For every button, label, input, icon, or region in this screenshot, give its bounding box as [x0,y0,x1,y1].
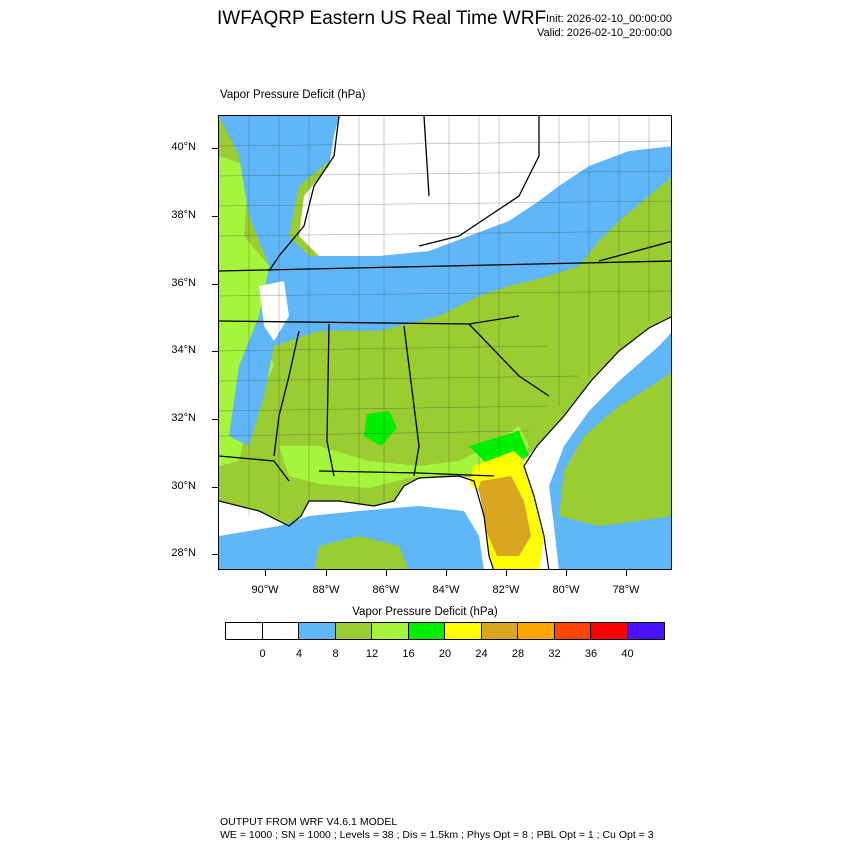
colorbar-tick-label: 20 [438,648,452,660]
map-title: Vapor Pressure Deficit (hPa) [220,89,366,101]
vpd-map-svg [219,116,671,569]
lon-tick [566,570,567,576]
figure-title: IWFAQRP Eastern US Real Time WRF [217,8,547,29]
colorbar-swatch [299,623,336,639]
colorbar-tick-label: 28 [511,648,525,660]
colorbar-tick-label: 4 [295,648,303,660]
lat-label-28n: 28°N [171,547,196,559]
colorbar-swatch [554,623,591,639]
lon-tick [386,570,387,576]
colorbar-title: Vapor Pressure Deficit (hPa) [352,606,498,618]
model-info-footer: OUTPUT FROM WRF V4.6.1 MODEL WE = 1000 ;… [220,816,654,842]
lon-label-90w: 90°W [251,584,279,596]
lon-tick [506,570,507,576]
lat-tick [212,284,218,285]
lat-tick [212,148,218,149]
colorbar-tick-label: 40 [621,648,634,660]
colorbar-tick-label: 8 [332,648,339,660]
lon-label-80w: 80°W [552,584,580,596]
colorbar-swatch [591,623,628,639]
lat-tick [212,554,218,555]
colorbar-swatch [627,623,664,639]
valid-time: Valid: 2026-02-10_20:00:00 [537,27,672,39]
gulf-blue-shade [219,506,484,569]
lon-tick [265,570,266,576]
land-lime-south [279,426,529,488]
colorbar-swatch [262,623,299,639]
coastline [219,316,671,569]
lon-label-78w: 78°W [612,584,640,596]
init-valid-times: Init: 2026-02-10_00:00:00 Valid: 2026-02… [537,12,672,40]
lat-label-34n: 34°N [171,344,196,356]
colorbar-swatch [445,623,482,639]
florida-gold [474,476,531,556]
lon-label-86w: 86°W [372,584,400,596]
atlantic-olive-shade [559,372,671,526]
lat-label-36n: 36°N [171,277,196,289]
lat-label-32n: 32°N [171,412,196,424]
lat-tick [212,351,218,352]
land-white-north [299,116,671,256]
lon-tick [326,570,327,576]
colorbar-swatch [518,623,555,639]
lat-label-40n: 40°N [171,141,196,153]
land-white-tennessee [259,281,289,341]
model-info-line1: OUTPUT FROM WRF V4.6.1 MODEL [220,816,398,828]
land-blue-band [219,116,671,446]
colorbar-tick-label: 0 [259,648,266,660]
gulf-olive-shade [314,536,409,569]
lat-tick [212,216,218,217]
colorbar-tick-label: 24 [475,648,488,660]
lon-label-82w: 82°W [492,584,520,596]
land-green-alabama [364,411,397,446]
lon-label-84w: 84°W [432,584,460,596]
colorbar-swatch [481,623,518,639]
lat-label-38n: 38°N [171,209,196,221]
init-time: Init: 2026-02-10_00:00:00 [546,13,672,25]
colorbar-tick-label: 16 [402,648,415,660]
lon-tick [446,570,447,576]
colorbar-swatch [372,623,409,639]
colorbar-swatch [335,623,372,639]
county-borders [219,116,671,516]
lat-tick [212,487,218,488]
colorbar [225,622,665,640]
model-info-line2: WE = 1000 ; SN = 1000 ; Levels = 38 ; Di… [220,829,654,841]
lat-label-30n: 30°N [171,480,196,492]
lon-label-88w: 88°W [312,584,340,596]
colorbar-swatch [408,623,445,639]
colorbar-swatch [226,623,263,639]
colorbar-tick-label: 12 [365,648,379,660]
vpd-map [218,115,672,570]
lat-tick [212,419,218,420]
lon-tick [626,570,627,576]
colorbar-tick-label: 32 [548,648,561,660]
colorbar-tick-label: 36 [584,648,598,660]
state-borders [219,116,671,482]
